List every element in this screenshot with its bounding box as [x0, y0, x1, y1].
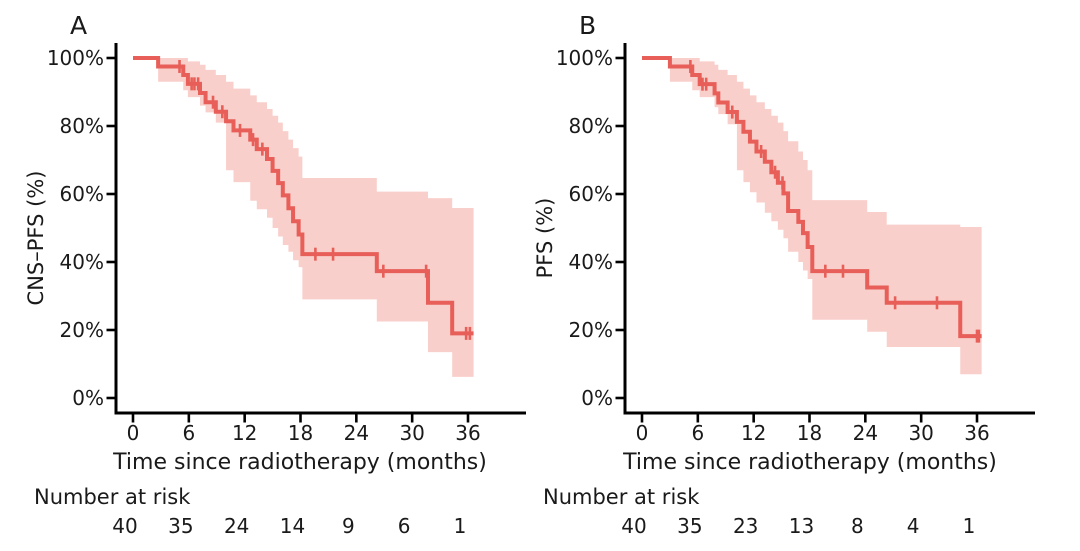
x-tick-label: 30 [908, 421, 933, 445]
panel-b-x-axis-title: Time since radiotherapy (months) [623, 450, 997, 475]
x-tick-label: 12 [741, 421, 766, 445]
x-tick-label: 18 [288, 421, 313, 445]
x-tick-label: 24 [853, 421, 878, 445]
panel-a-label: A [70, 11, 88, 40]
y-tick-label: 100% [556, 46, 613, 70]
risk-count: 1 [963, 514, 976, 538]
panel-a-x-axis-title: Time since radiotherapy (months) [113, 450, 487, 475]
risk-count: 8 [851, 514, 864, 538]
risk-count: 23 [733, 514, 758, 538]
y-tick-label: 60% [60, 182, 104, 206]
risk-count: 4 [907, 514, 920, 538]
x-tick-label: 18 [797, 421, 822, 445]
x-tick-label: 24 [344, 421, 369, 445]
panel-b-label: B [579, 11, 597, 40]
x-tick-label: 0 [636, 421, 649, 445]
y-tick-label: 80% [60, 114, 104, 138]
x-tick-label: 12 [232, 421, 257, 445]
panel-a-y-axis-title: CNS–PFS (%) [24, 170, 48, 306]
panel-a-risk-table-header: Number at risk [34, 485, 191, 509]
x-tick-label: 6 [691, 421, 704, 445]
risk-count: 1 [454, 514, 467, 538]
risk-count: 13 [789, 514, 814, 538]
panel-b-risk-table-header: Number at risk [543, 485, 700, 509]
survival-curve-panel-b [642, 56, 982, 339]
x-tick-label: 36 [964, 421, 989, 445]
y-tick-label: 0% [72, 386, 104, 410]
y-tick-label: 100% [47, 46, 104, 70]
x-tick-label: 0 [127, 421, 140, 445]
y-tick-label: 20% [569, 318, 613, 342]
confidence-band-panel-b [669, 58, 982, 375]
risk-count: 40 [112, 514, 137, 538]
y-tick-label: 0% [581, 386, 613, 410]
x-tick-label: 30 [399, 421, 424, 445]
confidence-band-panel-a [158, 58, 474, 377]
risk-count: 24 [224, 514, 249, 538]
y-tick-label: 40% [60, 250, 104, 274]
x-tick-label: 36 [455, 421, 480, 445]
y-tick-label: 80% [569, 114, 613, 138]
risk-count: 40 [621, 514, 646, 538]
risk-count: 6 [398, 514, 411, 538]
panel-b-y-axis-title: PFS (%) [533, 197, 557, 279]
y-tick-label: 40% [569, 250, 613, 274]
y-tick-label: 20% [60, 318, 104, 342]
survival-curve-panel-a [133, 56, 474, 336]
x-tick-label: 6 [182, 421, 195, 445]
risk-count: 14 [280, 514, 305, 538]
risk-count: 35 [677, 514, 702, 538]
risk-count: 35 [168, 514, 193, 538]
y-tick-label: 60% [569, 182, 613, 206]
risk-count: 9 [342, 514, 355, 538]
